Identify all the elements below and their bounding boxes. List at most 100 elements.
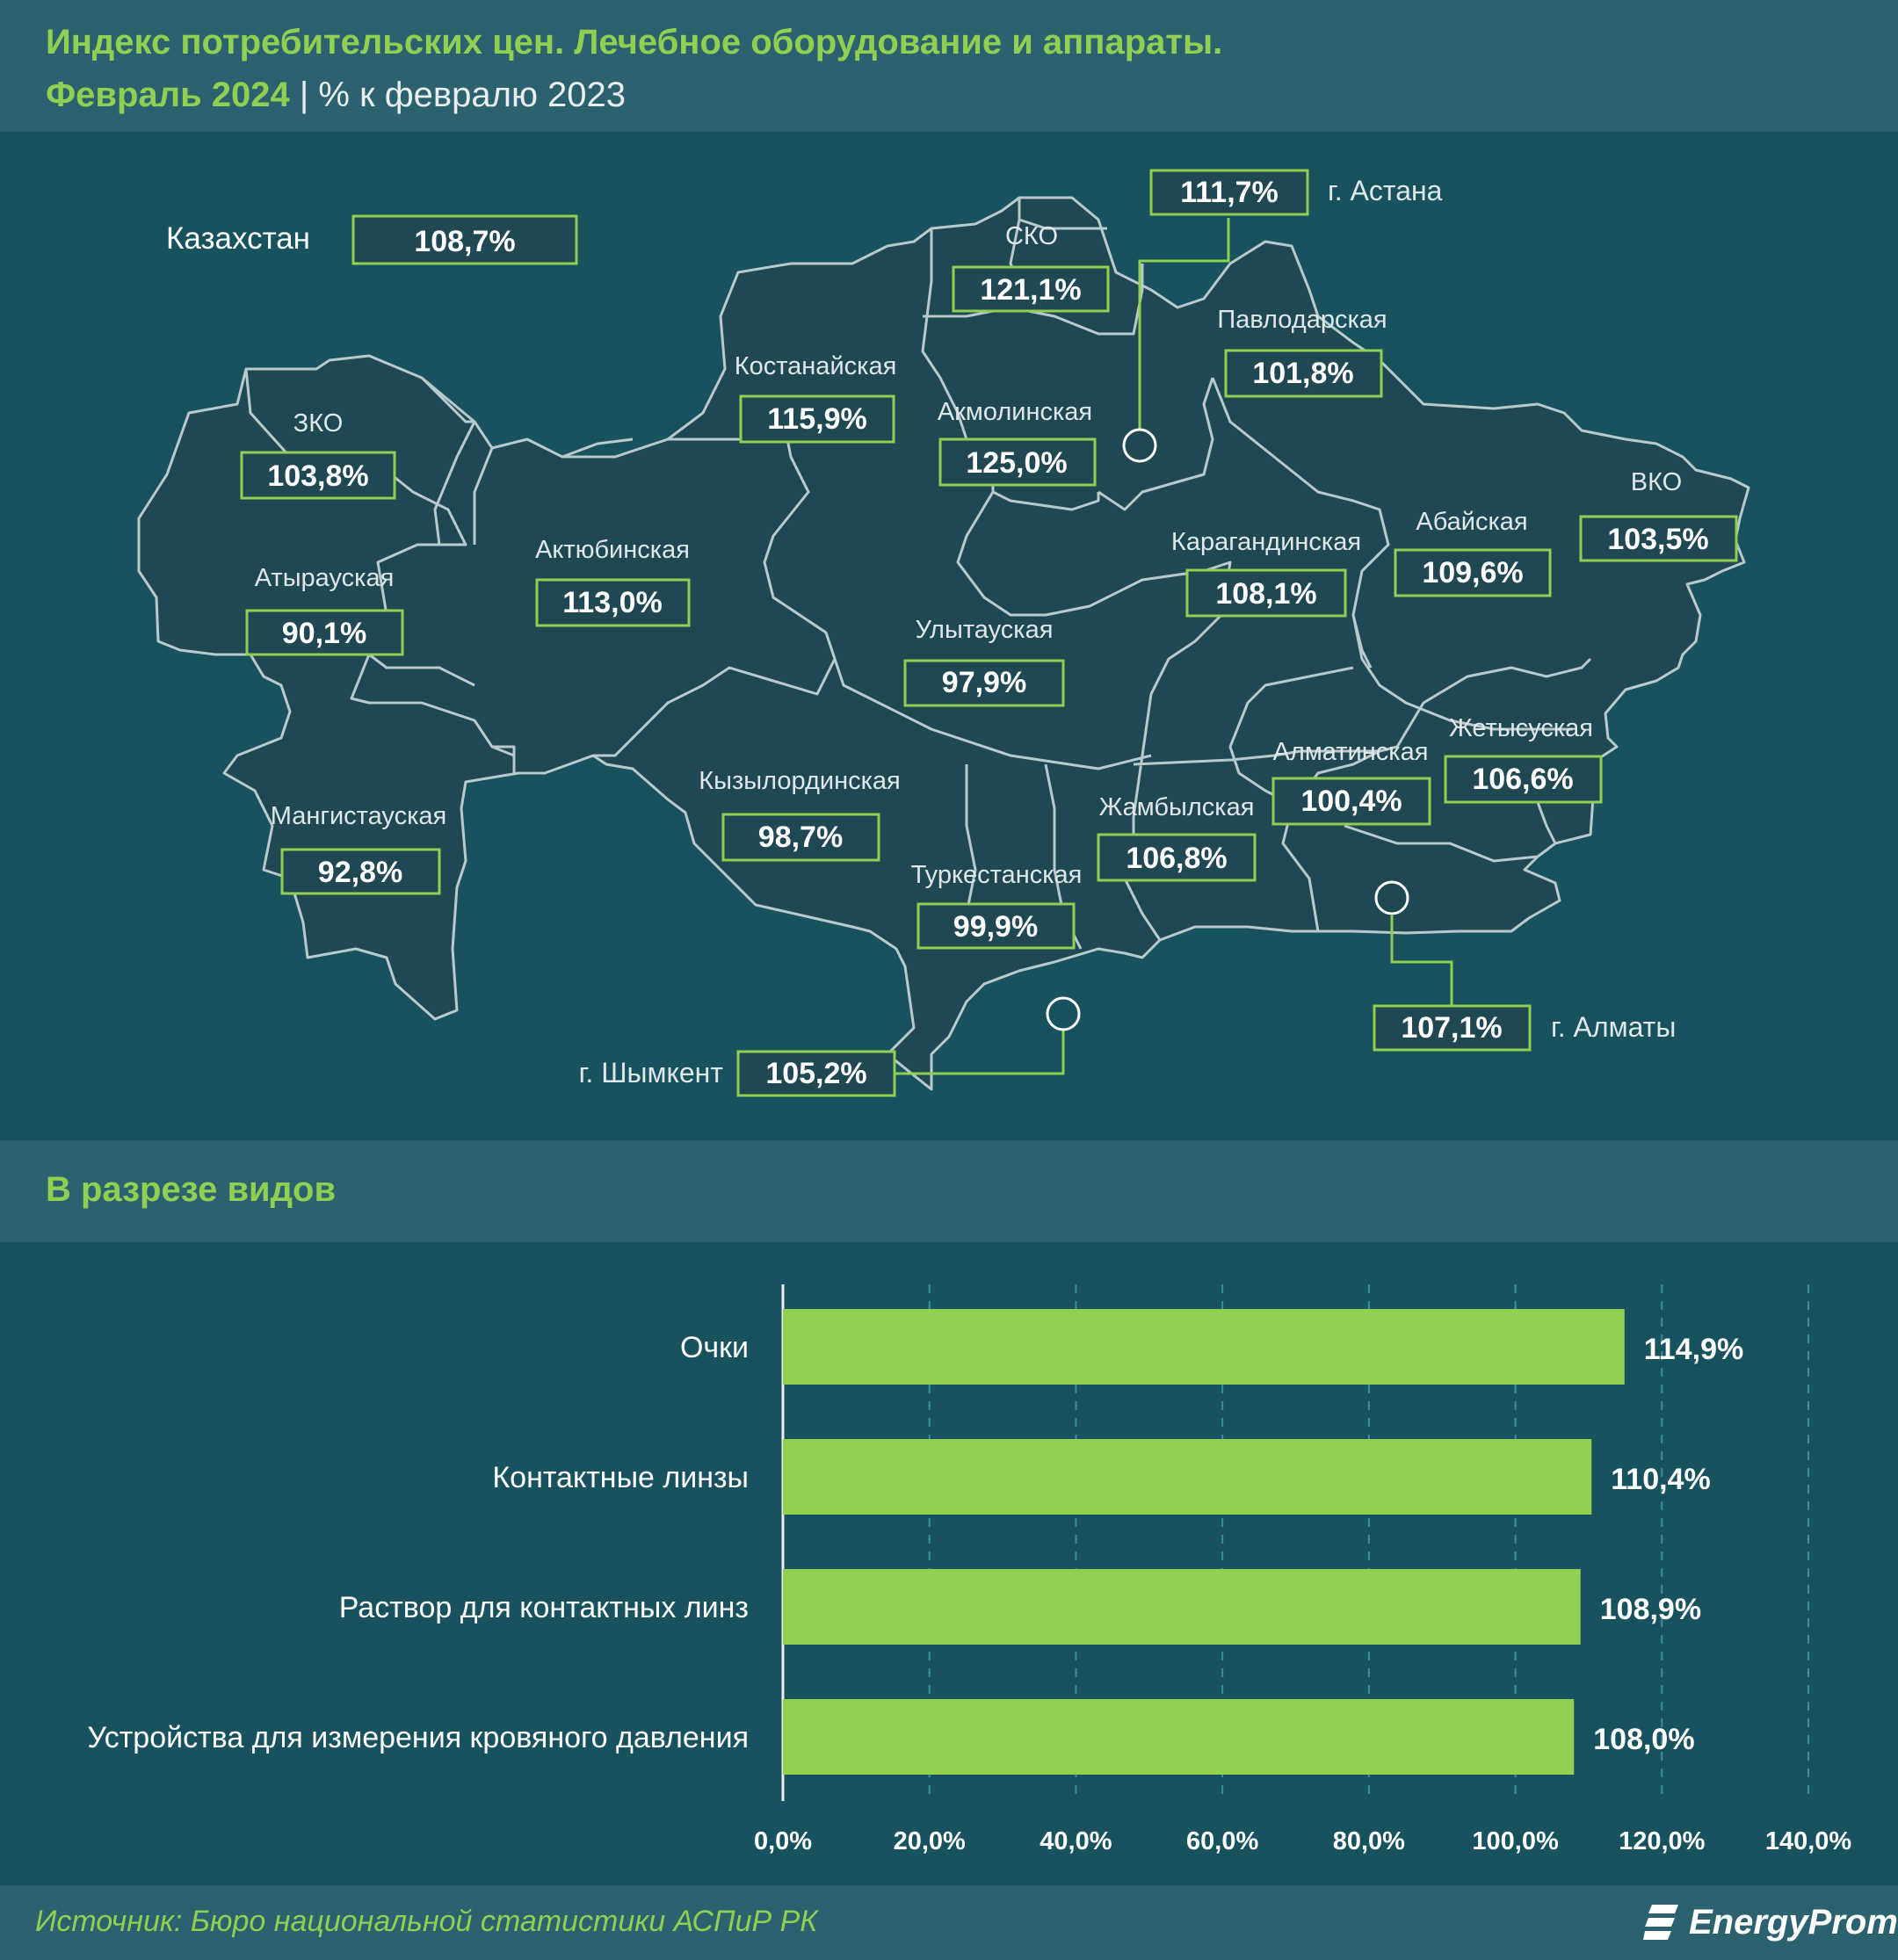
section-title: В разрезе видов xyxy=(46,1170,337,1209)
x-tick-label: 100,0% xyxy=(1472,1827,1559,1855)
region-value-zko: 103,8% xyxy=(267,459,368,493)
region-value-box-ulytau xyxy=(903,659,1065,707)
x-tick-label: 80,0% xyxy=(1333,1827,1405,1855)
map-panel: Казахстан 108,7% ЗКО 103,8% Атырауская 9… xyxy=(0,132,1898,1140)
logo-text: EnergyProm xyxy=(1689,1902,1898,1942)
x-tick-label: 0,0% xyxy=(754,1827,812,1855)
region-value-box-zhetysu xyxy=(1444,755,1603,804)
region-value-box-almaty-region xyxy=(1271,777,1431,826)
region-value-kyzylorda: 98,7% xyxy=(758,821,843,854)
region-name-akmola: Акмолинская xyxy=(938,398,1092,426)
bar xyxy=(783,1699,1575,1775)
region-value-mangistau: 92,8% xyxy=(318,856,402,889)
region-name-sko: СКО xyxy=(1005,222,1058,250)
source-note: Источник: Бюро национальной статистики А… xyxy=(35,1905,818,1938)
period-label: Февраль 2024 xyxy=(46,76,290,114)
almaty-leader-line xyxy=(1390,915,1453,1006)
region-name-vko: ВКО xyxy=(1631,468,1682,496)
astana-leader-line xyxy=(1138,218,1230,430)
title-separator: | xyxy=(299,76,309,114)
region-name-karaganda: Карагандинская xyxy=(1171,528,1361,556)
city-value-box-astana xyxy=(1149,169,1309,216)
region-name-turkestan: Туркестанская xyxy=(911,861,1083,889)
region-name-aktobe: Актюбинская xyxy=(535,536,690,564)
logo-icon xyxy=(1643,1905,1678,1940)
region-name-almaty-region: Алматинская xyxy=(1273,738,1429,766)
city-value-shymkent: 105,2% xyxy=(765,1057,866,1090)
x-tick-label: 20,0% xyxy=(894,1827,966,1855)
region-value-box-vko xyxy=(1579,515,1738,562)
region-value-almaty-region: 100,4% xyxy=(1300,785,1402,818)
unit-label: % к февралю 2023 xyxy=(318,76,627,114)
country-value-box xyxy=(351,214,578,265)
region-value-box-kostanay xyxy=(739,394,895,444)
city-value-astana: 111,7% xyxy=(1180,176,1279,209)
region-value-karaganda: 108,1% xyxy=(1215,577,1316,611)
bar-value-label: 108,9% xyxy=(1600,1593,1701,1626)
region-name-kostanay: Костанайская xyxy=(735,352,897,380)
page-subtitle: Февраль 2024 | % к февралю 2023 xyxy=(46,76,626,115)
region-value-box-akmola xyxy=(938,438,1097,487)
region-name-kyzylorda: Кызылординская xyxy=(699,767,901,795)
shymkent-leader-line xyxy=(895,1030,1065,1075)
bar-value-label: 108,0% xyxy=(1593,1723,1694,1756)
city-name-shymkent: г. Шымкент xyxy=(579,1057,724,1088)
x-tick-label: 60,0% xyxy=(1186,1827,1258,1855)
header-band xyxy=(0,0,1898,132)
region-value-box-turkestan xyxy=(916,902,1076,950)
country-value: 108,7% xyxy=(414,225,515,258)
region-name-atyrau: Атырауская xyxy=(255,564,395,592)
x-tick-label: 120,0% xyxy=(1619,1827,1706,1855)
region-name-abai: Абайская xyxy=(1416,508,1527,536)
region-value-pavlodar: 101,8% xyxy=(1252,357,1353,390)
region-value-turkestan: 99,9% xyxy=(953,910,1038,944)
region-name-pavlodar: Павлодарская xyxy=(1217,306,1387,334)
region-value-zhetysu: 106,6% xyxy=(1472,763,1573,796)
region-value-aktobe: 113,0% xyxy=(562,586,662,619)
city-name-almaty: г. Алматы xyxy=(1551,1011,1676,1043)
city-name-astana: г. Астана xyxy=(1328,175,1443,206)
region-value-box-karaganda xyxy=(1185,568,1347,618)
chart-bars: Очки 114,9% Контактные линзы 110,4% Раствор … xyxy=(87,1309,1743,1775)
bar xyxy=(783,1309,1625,1385)
region-name-zko: ЗКО xyxy=(293,409,344,438)
region-value-sko: 121,1% xyxy=(980,273,1081,307)
category-label: Очки xyxy=(680,1331,749,1364)
region-name-zhetysu: Жетысуская xyxy=(1449,714,1593,742)
region-value-atyrau: 90,1% xyxy=(282,617,366,650)
region-value-box-kyzylorda xyxy=(721,813,880,862)
region-name-ulytau: Улытауская xyxy=(916,616,1054,644)
almaty-marker xyxy=(1374,880,1409,915)
category-label: Устройства для измерения кровяного давле… xyxy=(87,1721,749,1754)
page-title: Индекс потребительских цен. Лечебное обо… xyxy=(46,23,1223,61)
region-value-zhambyl: 106,8% xyxy=(1126,842,1227,875)
region-value-kostanay: 115,9% xyxy=(767,402,866,436)
bar-chart: Очки 114,9% Контактные линзы 110,4% Раствор … xyxy=(87,1284,1852,1855)
category-label: Контактные линзы xyxy=(492,1461,749,1494)
city-value-box-shymkent xyxy=(736,1050,896,1097)
region-value-abai: 109,6% xyxy=(1422,556,1523,589)
region-boundaries xyxy=(244,198,1592,950)
bar xyxy=(783,1569,1581,1645)
x-tick-label: 140,0% xyxy=(1765,1827,1852,1855)
category-label: Раствор для контактных линз xyxy=(339,1591,749,1624)
bar xyxy=(783,1439,1592,1515)
footer-band xyxy=(0,1885,1898,1960)
city-value-almaty: 107,1% xyxy=(1401,1011,1502,1045)
region-value-box-sko xyxy=(952,265,1110,313)
region-value-box-aktobe xyxy=(535,578,691,627)
region-value-box-pavlodar xyxy=(1224,349,1383,398)
country-name: Казахстан xyxy=(166,221,310,256)
region-value-vko: 103,5% xyxy=(1607,523,1708,556)
region-value-box-zhambyl xyxy=(1097,833,1257,882)
region-value-box-zko xyxy=(240,451,396,500)
energyprom-logo: EnergyProm xyxy=(1643,1896,1898,1949)
bar-value-label: 114,9% xyxy=(1644,1333,1743,1366)
x-tick-label: 40,0% xyxy=(1040,1827,1112,1855)
region-value-akmola: 125,0% xyxy=(966,446,1067,480)
region-value-ulytau: 97,9% xyxy=(942,666,1026,699)
region-value-box-mangistau xyxy=(280,848,441,895)
bar-value-label: 110,4% xyxy=(1611,1463,1710,1496)
region-name-mangistau: Мангистауская xyxy=(271,802,447,830)
astana-marker xyxy=(1122,428,1157,463)
